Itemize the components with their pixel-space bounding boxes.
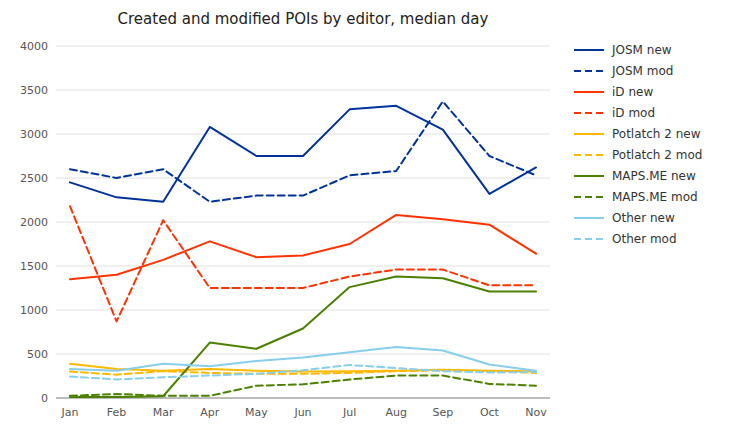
series-line — [70, 206, 536, 321]
legend-swatch — [574, 70, 604, 72]
grid — [56, 46, 550, 398]
grid-line — [56, 134, 550, 135]
y-tick-label: 3000 — [20, 128, 48, 141]
legend: JOSM new JOSM mod iD new iD mod Potlatch 2 n… — [574, 43, 702, 246]
legend-label: JOSM mod — [611, 64, 673, 78]
grid-line — [56, 46, 550, 47]
x-tick-label: Mar — [153, 406, 174, 419]
x-tick-label: Jan — [60, 406, 78, 419]
x-tick-label: Feb — [107, 406, 126, 419]
series-line — [70, 365, 536, 380]
grid-line — [56, 266, 550, 267]
legend-label: Other new — [612, 211, 675, 225]
legend-swatch — [574, 133, 604, 135]
series-line — [70, 101, 536, 201]
x-tick-label: May — [245, 406, 268, 419]
legend-label: Potlatch 2 mod — [612, 148, 702, 162]
legend-swatch — [574, 49, 604, 51]
y-tick-label: 4000 — [20, 40, 48, 53]
legend-swatch — [574, 196, 604, 198]
series-line — [70, 347, 536, 371]
x-tick-label: Jun — [293, 406, 311, 419]
grid-line — [56, 90, 550, 91]
series-line — [70, 277, 536, 398]
legend-label: iD new — [612, 85, 653, 99]
y-tick-label: 2000 — [20, 216, 48, 229]
legend-label: Other mod — [612, 232, 677, 246]
legend-swatch — [574, 217, 604, 219]
grid-line — [56, 178, 550, 179]
chart-container: Created and modified POIs by editor, med… — [0, 0, 750, 434]
y-tick-label: 1000 — [20, 304, 48, 317]
y-tick-label: 1500 — [20, 260, 48, 273]
legend-swatch — [574, 238, 604, 240]
legend-swatch — [574, 91, 604, 93]
x-tick-label: Nov — [525, 406, 547, 419]
series-line — [70, 106, 536, 202]
legend-swatch — [574, 175, 604, 177]
x-tick-label: Oct — [480, 406, 500, 419]
y-tick-label: 3500 — [20, 84, 48, 97]
x-tick-label: Aug — [385, 406, 406, 419]
y-tick-label: 2500 — [20, 172, 48, 185]
legend-label: JOSM new — [611, 43, 672, 57]
series-group — [70, 101, 536, 397]
x-tick-label: Jul — [342, 406, 356, 419]
grid-line — [56, 354, 550, 355]
x-tick-label: Sep — [432, 406, 453, 419]
legend-label: MAPS.ME mod — [612, 190, 698, 204]
grid-line — [56, 310, 550, 311]
chart-title: Created and modified POIs by editor, med… — [118, 10, 489, 28]
legend-swatch — [574, 154, 604, 156]
x-tick-label: Apr — [200, 406, 220, 419]
legend-label: Potlatch 2 new — [612, 127, 701, 141]
chart-svg: Created and modified POIs by editor, med… — [0, 0, 750, 434]
y-tick-label: 500 — [27, 348, 48, 361]
y-tick-label: 0 — [41, 392, 48, 405]
legend-label: iD mod — [612, 106, 655, 120]
legend-label: MAPS.ME new — [612, 169, 696, 183]
legend-swatch — [574, 112, 604, 114]
